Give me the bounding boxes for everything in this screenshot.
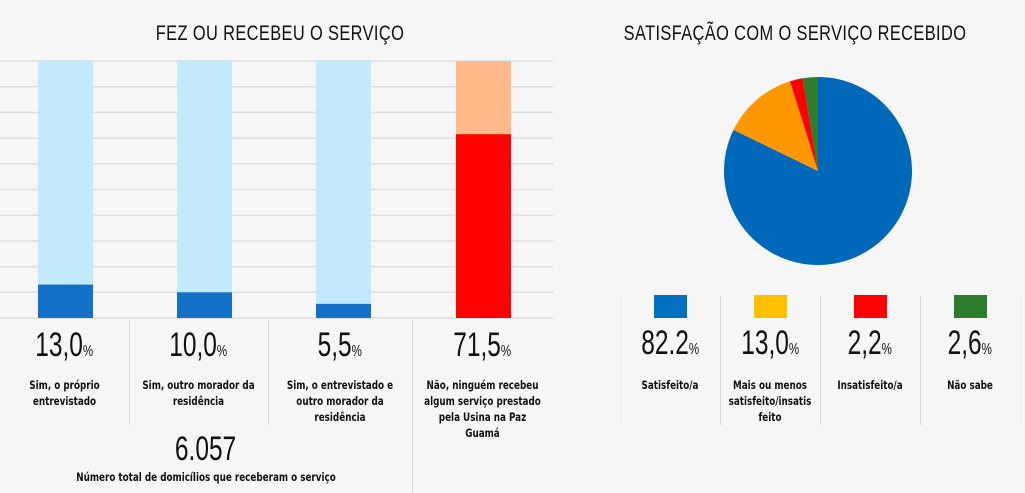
pie-slice bbox=[724, 77, 913, 265]
legend-category-label: Satisfeito/a bbox=[641, 378, 699, 392]
legend-swatch bbox=[953, 295, 987, 318]
legend-item: 13,0% Mais ou menos satisfeito/insatis feit… bbox=[720, 324, 820, 425]
pie-chart-title: SATISFAÇÃO COM O SERVIÇO RECEBIDO bbox=[623, 22, 967, 45]
bar bbox=[316, 303, 371, 318]
bar-value-label: 10,0% bbox=[169, 326, 228, 364]
legend-separator bbox=[720, 296, 721, 425]
bar-value-column: 71,5% Não, ninguém recebeu algum serviço p… bbox=[412, 326, 553, 441]
bar-category-label: Não, ninguém recebeu algum serviço presta… bbox=[424, 378, 541, 440]
bar-chart bbox=[0, 60, 553, 319]
bar bbox=[38, 284, 93, 318]
legend-category-label: Não sabe bbox=[947, 378, 993, 392]
bar-chart-title: FEZ OU RECEBEU O SERVIÇO bbox=[155, 22, 405, 45]
bar bbox=[177, 292, 232, 318]
legend-value-label: 82.2% bbox=[641, 324, 699, 362]
bar-background bbox=[316, 61, 371, 318]
legend-item: 2,6% Não sabe bbox=[920, 324, 1020, 393]
legend-swatch bbox=[653, 295, 687, 318]
bar-background bbox=[38, 61, 93, 318]
legend-value-label: 2,2% bbox=[847, 324, 893, 362]
total-value: 6.057 bbox=[175, 430, 237, 468]
legend-category-label: Mais ou menos satisfeito/insatis feito bbox=[728, 378, 812, 424]
pie-slice bbox=[790, 78, 818, 171]
bar-value-column: 13,0% Sim, o próprio entrevistado bbox=[0, 326, 129, 409]
column-separator bbox=[412, 320, 413, 493]
bar-value-label: 13,0% bbox=[35, 326, 94, 364]
bar-value-label: 5,5% bbox=[317, 326, 363, 364]
legend-swatch bbox=[853, 295, 887, 318]
pie-slice bbox=[733, 81, 818, 171]
legend-value-label: 13,0% bbox=[741, 324, 799, 362]
bar bbox=[456, 134, 511, 318]
legend-swatch bbox=[753, 295, 787, 318]
legend-separator bbox=[920, 296, 921, 425]
total-label: Número total de domicílios que receberam… bbox=[76, 470, 336, 484]
legend-separator bbox=[820, 296, 821, 425]
bar-value-column: 5,5% Sim, o entrevistado e outro morador d… bbox=[268, 326, 412, 425]
bar-category-label: Sim, outro morador da residência bbox=[142, 378, 255, 408]
bar-category-label: Sim, o entrevistado e outro morador da res… bbox=[286, 378, 394, 424]
column-separator bbox=[268, 320, 269, 425]
column-separator bbox=[129, 320, 130, 425]
bar-category-label: Sim, o próprio entrevistado bbox=[29, 378, 100, 408]
pie-slice bbox=[802, 77, 818, 171]
legend-item: 2,2% Insatisfeito/a bbox=[820, 324, 920, 393]
legend-value-label: 2,6% bbox=[947, 324, 993, 362]
total-summary: 6.057 Número total de domicílios que rec… bbox=[0, 430, 412, 485]
bar-background bbox=[177, 61, 232, 318]
legend-category-label: Insatisfeito/a bbox=[837, 378, 903, 392]
legend-item: 82.2% Satisfeito/a bbox=[620, 324, 720, 393]
legend-separator bbox=[1020, 296, 1021, 425]
bar-value-label: 71,5% bbox=[453, 326, 512, 364]
bar-value-column: 10,0% Sim, outro morador da residência bbox=[129, 326, 268, 409]
legend-separator bbox=[620, 296, 621, 425]
